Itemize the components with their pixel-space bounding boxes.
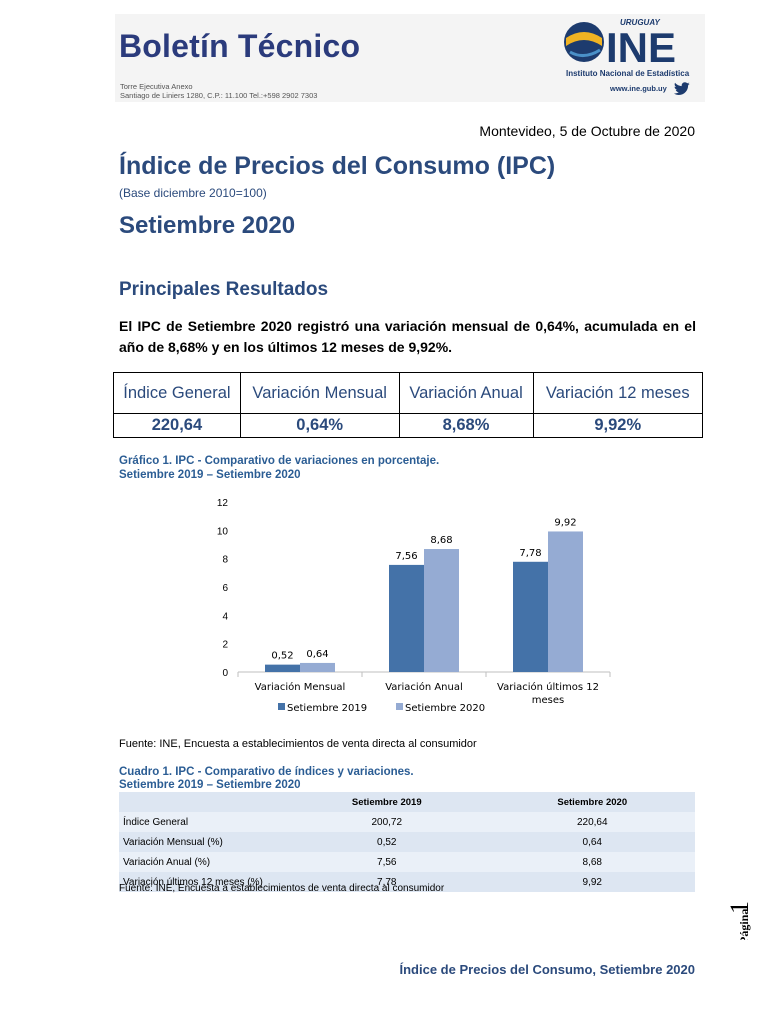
x-tick-label: Variación Anual [385, 681, 463, 693]
figure-caption-line-2: Setiembre 2019 – Setiembre 2020 [119, 469, 301, 481]
summary-header-cell: Variación 12 meses [532, 372, 704, 414]
page-label: Página [737, 909, 751, 940]
summary-header-row: Índice General Variación Mensual Variaci… [113, 372, 704, 414]
data-label: 0,52 [271, 651, 293, 662]
bar [389, 564, 424, 672]
table-source-note: Fuente: INE, Encuesta a establecimientos… [119, 883, 445, 894]
logo-ine-text: INE [606, 24, 676, 71]
row-label: Índice General [123, 816, 189, 828]
address-line-2: Santiago de Liniers 1280, C.P.: 11.100 T… [120, 91, 318, 100]
legend-label: Setiembre 2019 [287, 703, 367, 714]
page-title: Índice de Precios del Consumo (IPC) [119, 152, 556, 180]
bar [265, 664, 300, 672]
figure-caption-line-1: Gráfico 1. IPC - Comparativo de variacio… [119, 455, 440, 467]
summary-table: Índice General Variación Mensual Variaci… [113, 372, 704, 438]
data-label: 7,56 [395, 551, 417, 562]
comparison-header-cell: Setiembre 2019 [351, 796, 422, 808]
table-row: Variación últimos 12 meses (%) 7,78 9,92 [119, 872, 695, 892]
twitter-icon[interactable] [673, 82, 691, 96]
table-row: Variación Mensual (%) 0,52 0,64 [119, 832, 695, 852]
y-tick-label: 8 [222, 555, 228, 566]
comparison-header-row: Setiembre 2019 Setiembre 2020 [119, 792, 695, 812]
row-label: Variación Anual (%) [123, 856, 211, 868]
table-caption: Cuadro 1. IPC - Comparativo de índices y… [119, 766, 414, 792]
row-value-2020: 9,92 [582, 876, 602, 888]
data-label: 0,64 [306, 649, 328, 660]
period-heading: Setiembre 2020 [119, 212, 296, 239]
summary-header-cell: Variación Anual [398, 372, 534, 414]
row-value-2020: 8,68 [582, 856, 602, 868]
y-tick-label: 0 [222, 668, 228, 679]
table-caption-line-1: Cuadro 1. IPC - Comparativo de índices y… [119, 766, 414, 778]
row-value-2019: 7,56 [377, 856, 397, 868]
row-value-2019: 200,72 [371, 816, 403, 828]
summary-value-row: 220,64 0,64% 8,68% 9,92% [113, 413, 704, 438]
bar [424, 549, 459, 672]
y-tick-label: 2 [222, 640, 228, 651]
y-tick-label: 4 [222, 611, 228, 622]
row-label: Variación Mensual (%) [123, 836, 223, 848]
logo-country: URUGUAY [620, 18, 661, 27]
comparison-header-cell [119, 792, 284, 812]
summary-value-cell: 9,92% [532, 413, 704, 438]
row-value-2020: 0,64 [582, 836, 602, 848]
data-label: 9,92 [554, 517, 576, 528]
data-label: 7,78 [519, 548, 541, 559]
legend-swatch [278, 703, 285, 710]
summary-value-cell: 220,64 [113, 413, 241, 438]
summary-header-cell: Variación Mensual [239, 372, 400, 414]
summary-header-cell: Índice General [113, 372, 241, 414]
x-tick-label: Variación últimos 12 [497, 681, 599, 693]
row-value-2019: 0,52 [377, 836, 397, 848]
header-band [115, 14, 705, 102]
y-tick-label: 12 [217, 498, 229, 509]
comparison-header-cell: Setiembre 2020 [557, 796, 628, 808]
address-line-1: Torre Ejecutiva Anexo [120, 82, 193, 91]
row-label: Variación últimos 12 meses (%) [123, 876, 263, 888]
base-note: (Base diciembre 2010=100) [119, 186, 267, 200]
website-link[interactable]: www.ine.gub.uy [610, 84, 667, 93]
summary-value-cell: 8,68% [398, 413, 534, 438]
data-label: 8,68 [430, 535, 452, 546]
legend-swatch [396, 703, 403, 710]
x-tick-label: meses [532, 695, 564, 706]
bar [513, 561, 548, 672]
bar-chart: 0 2 4 6 8 10 12 0,52 0,64 Variación Mensual 7,56 8,… [217, 498, 611, 714]
table-row: Variación Anual (%) 7,56 8,68 [119, 852, 695, 872]
page-number: 1 [725, 901, 754, 914]
page-footer: Índice de Precios del Consumo, Setiembre… [399, 962, 696, 977]
figure-caption: Gráfico 1. IPC - Comparativo de variacio… [119, 454, 439, 482]
logo-subtitle: Instituto Nacional de Estadística [566, 69, 690, 78]
table-row: Índice General 200,72 220,64 [119, 812, 695, 832]
row-value-2019: 7,78 [377, 876, 397, 888]
x-tick-label: Variación Mensual [255, 681, 346, 693]
section-title: Principales Resultados [119, 279, 329, 300]
date-line: Montevideo, 5 de Octubre de 2020 [479, 123, 695, 139]
chart-source-note: Fuente: INE, Encuesta a establecimientos… [119, 738, 477, 750]
bar [548, 531, 583, 672]
y-tick-label: 6 [222, 583, 228, 594]
bar [300, 662, 335, 672]
comparison-table: Setiembre 2019 Setiembre 2020 Índice Gen… [119, 792, 695, 892]
lead-paragraph: El IPC de Setiembre 2020 registró una va… [119, 318, 696, 355]
address-block: Torre Ejecutiva Anexo Santiago de Linier… [120, 82, 317, 100]
y-tick-label: 10 [217, 526, 229, 537]
ine-logo: URUGUAY INE [564, 18, 676, 71]
row-value-2020: 220,64 [576, 816, 608, 828]
page-number-marker: Página 1 [725, 901, 754, 940]
legend-label: Setiembre 2020 [405, 703, 485, 714]
table-caption-line-2: Setiembre 2019 – Setiembre 2020 [119, 779, 301, 791]
bulletin-title: Boletín Técnico [119, 28, 361, 64]
summary-value-cell: 0,64% [239, 413, 400, 438]
